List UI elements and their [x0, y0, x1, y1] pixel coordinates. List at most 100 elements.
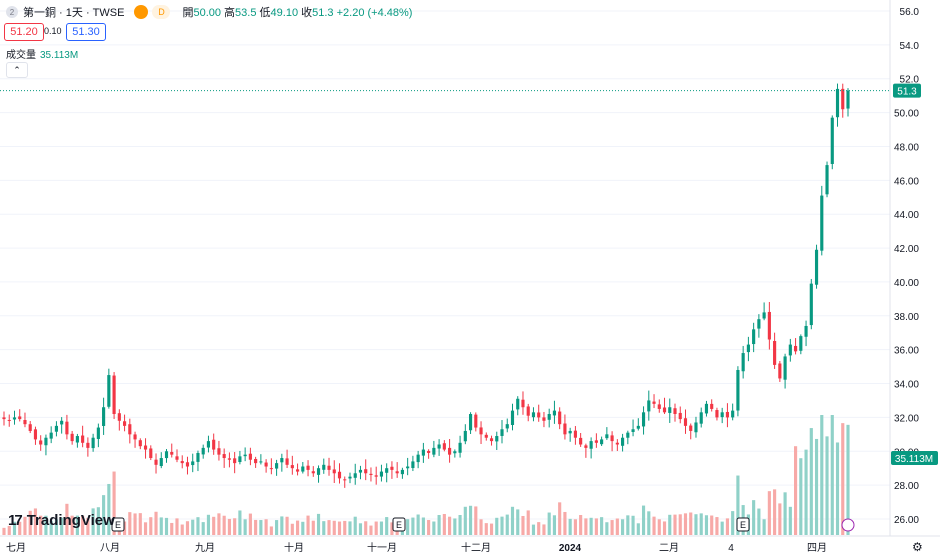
candle-body: [621, 437, 625, 446]
volume-bar: [563, 511, 567, 535]
volume-bar: [615, 518, 619, 535]
x-tick-label: 二月: [659, 542, 679, 554]
candle-body: [285, 458, 289, 465]
candle-body: [400, 469, 404, 475]
candle-body: [117, 413, 121, 421]
volume-bar: [332, 520, 336, 535]
candle-body: [589, 441, 593, 449]
volume-bar: [552, 515, 557, 535]
candle-body: [600, 439, 604, 445]
volume-bar: [112, 471, 116, 535]
candle-body: [33, 429, 38, 440]
volume-bar: [558, 502, 562, 535]
candle-body: [185, 462, 190, 467]
candle-body: [479, 427, 483, 435]
volume-bar: [128, 512, 132, 535]
candle-body: [715, 410, 719, 418]
volume-bar: [406, 519, 410, 535]
candle-body: [594, 440, 598, 443]
volume-bar: [421, 517, 425, 535]
candle-body: [626, 432, 630, 438]
volume-bar: [243, 519, 247, 535]
volume-bar: [107, 483, 111, 535]
volume-bar: [510, 506, 515, 535]
y-tick-label: 26.00: [894, 515, 919, 526]
candle-body: [605, 434, 609, 439]
volume-tag: [891, 451, 938, 465]
candle-body: [65, 421, 69, 435]
chevron-up-icon[interactable]: ⌃: [6, 62, 28, 78]
volume-bar: [369, 525, 373, 535]
candle-body: [138, 440, 142, 447]
candle-body: [222, 454, 226, 459]
volume-bar: [86, 517, 90, 535]
volume-bar: [799, 458, 803, 535]
volume-bar: [825, 436, 829, 535]
candle-body: [516, 398, 520, 410]
volume-bar: [233, 518, 237, 535]
volume-bar: [500, 516, 504, 535]
volume-bar: [704, 515, 709, 535]
candle-body: [49, 432, 53, 439]
candle-body: [421, 449, 425, 456]
gear-icon[interactable]: ⚙: [912, 540, 923, 554]
earnings-marker: [392, 517, 406, 532]
candle-body: [689, 425, 693, 431]
symbol-title[interactable]: 第一銅 · 1天 · TWSE: [23, 7, 125, 19]
volume-bar: [196, 517, 200, 535]
volume-bar: [720, 521, 724, 535]
volume-bar: [432, 521, 436, 535]
volume-bar: [788, 506, 792, 535]
y-tick-label: 56.0: [900, 7, 920, 18]
candle-body: [238, 456, 242, 463]
y-tick-label: 46.00: [894, 176, 919, 187]
candle-body: [332, 469, 336, 474]
volume-bar: [385, 517, 389, 535]
candle-body: [44, 437, 48, 446]
data-badge: D: [152, 5, 171, 19]
candle-body: [217, 448, 221, 455]
volume-bar: [794, 446, 798, 535]
candle-body: [18, 416, 22, 420]
volume-bar: [175, 518, 179, 535]
candle-body: [573, 430, 577, 438]
volume-bar: [757, 508, 761, 535]
candle-body: [731, 410, 735, 418]
volume-bar: [353, 516, 357, 535]
volume-bar: [122, 521, 127, 535]
candle-body: [290, 465, 294, 469]
volume-bar: [248, 513, 252, 535]
volume-bar: [584, 518, 588, 535]
volume-bar: [594, 518, 598, 535]
candle-body: [720, 412, 724, 418]
volume-bar: [379, 521, 384, 535]
volume-bar: [154, 511, 158, 535]
bid-button[interactable]: 51.20: [4, 23, 44, 41]
candle-body: [610, 435, 614, 442]
y-tick-label: 52.0: [900, 75, 920, 86]
candle-body: [814, 249, 819, 285]
candle-body: [736, 369, 740, 411]
volume-bar: [316, 513, 321, 535]
candle-body: [369, 473, 373, 475]
ask-button[interactable]: 51.30: [66, 23, 106, 41]
volume-bar: [327, 520, 331, 535]
candle-body: [531, 412, 536, 418]
volume-bar: [96, 507, 100, 535]
volume-bar: [489, 523, 494, 535]
last-price-label: 51.3: [897, 87, 917, 98]
symbol-icon[interactable]: 2: [6, 6, 18, 18]
candle-body: [191, 461, 195, 466]
candle-body: [133, 434, 137, 440]
candle-body: [526, 406, 530, 416]
volume-bar: [474, 506, 478, 535]
candle-body: [568, 430, 572, 434]
volume-bar: [138, 513, 142, 535]
x-tick-label: 2024: [559, 543, 582, 554]
volume-bar: [180, 524, 184, 535]
volume-bar: [374, 521, 378, 535]
volume-bar: [348, 521, 352, 535]
candle-body: [510, 410, 515, 426]
volume-bar: [54, 519, 58, 535]
